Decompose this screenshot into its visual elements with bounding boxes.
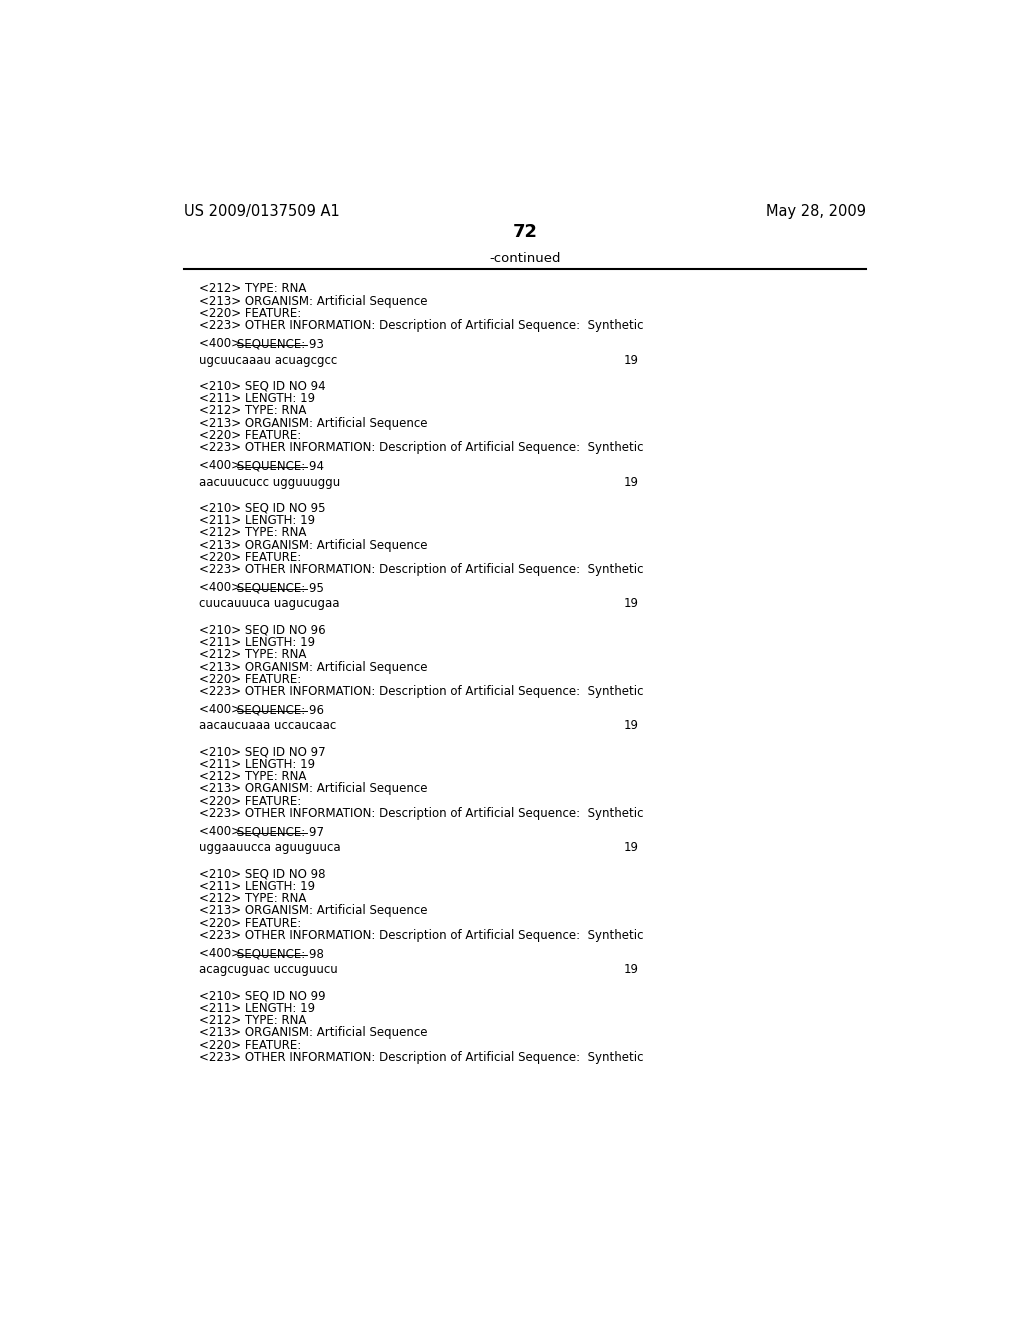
Text: <400>: <400> <box>200 581 245 594</box>
Text: <210> SEQ ID NO 99: <210> SEQ ID NO 99 <box>200 990 326 1003</box>
Text: <211> LENGTH: 19: <211> LENGTH: 19 <box>200 392 315 405</box>
Text: <213> ORGANISM: Artificial Sequence: <213> ORGANISM: Artificial Sequence <box>200 417 428 429</box>
Text: <220> FEATURE:: <220> FEATURE: <box>200 916 302 929</box>
Text: <210> SEQ ID NO 97: <210> SEQ ID NO 97 <box>200 746 326 759</box>
Text: <223> OTHER INFORMATION: Description of Artificial Sequence:  Synthetic: <223> OTHER INFORMATION: Description of … <box>200 807 644 820</box>
Text: <210> SEQ ID NO 96: <210> SEQ ID NO 96 <box>200 624 326 638</box>
Text: SEQUENCE: 98: SEQUENCE: 98 <box>237 948 324 960</box>
Text: <400>: <400> <box>200 825 245 838</box>
Text: <223> OTHER INFORMATION: Description of Artificial Sequence:  Synthetic: <223> OTHER INFORMATION: Description of … <box>200 441 644 454</box>
Text: <211> LENGTH: 19: <211> LENGTH: 19 <box>200 515 315 527</box>
Text: <223> OTHER INFORMATION: Description of Artificial Sequence:  Synthetic: <223> OTHER INFORMATION: Description of … <box>200 685 644 698</box>
Text: <210> SEQ ID NO 95: <210> SEQ ID NO 95 <box>200 502 326 515</box>
Text: May 28, 2009: May 28, 2009 <box>766 205 866 219</box>
Text: <211> LENGTH: 19: <211> LENGTH: 19 <box>200 636 315 649</box>
Text: <220> FEATURE:: <220> FEATURE: <box>200 1039 302 1052</box>
Text: <212> TYPE: RNA: <212> TYPE: RNA <box>200 648 307 661</box>
Text: ugcuucaaau acuagcgcc: ugcuucaaau acuagcgcc <box>200 354 338 367</box>
Text: 72: 72 <box>512 223 538 242</box>
Text: <212> TYPE: RNA: <212> TYPE: RNA <box>200 527 307 540</box>
Text: <220> FEATURE:: <220> FEATURE: <box>200 673 302 685</box>
Text: <212> TYPE: RNA: <212> TYPE: RNA <box>200 404 307 417</box>
Text: <212> TYPE: RNA: <212> TYPE: RNA <box>200 771 307 783</box>
Text: <212> TYPE: RNA: <212> TYPE: RNA <box>200 892 307 906</box>
Text: <211> LENGTH: 19: <211> LENGTH: 19 <box>200 880 315 894</box>
Text: aacaucuaaa uccaucaac: aacaucuaaa uccaucaac <box>200 719 337 733</box>
Text: <223> OTHER INFORMATION: Description of Artificial Sequence:  Synthetic: <223> OTHER INFORMATION: Description of … <box>200 1051 644 1064</box>
Text: cuucauuuca uagucugaa: cuucauuuca uagucugaa <box>200 598 340 610</box>
Text: <213> ORGANISM: Artificial Sequence: <213> ORGANISM: Artificial Sequence <box>200 660 428 673</box>
Text: <223> OTHER INFORMATION: Description of Artificial Sequence:  Synthetic: <223> OTHER INFORMATION: Description of … <box>200 562 644 576</box>
Text: -continued: -continued <box>489 252 560 265</box>
Text: 19: 19 <box>624 598 639 610</box>
Text: 19: 19 <box>624 354 639 367</box>
Text: <213> ORGANISM: Artificial Sequence: <213> ORGANISM: Artificial Sequence <box>200 1027 428 1039</box>
Text: <400>: <400> <box>200 338 245 350</box>
Text: <210> SEQ ID NO 94: <210> SEQ ID NO 94 <box>200 380 326 393</box>
Text: <400>: <400> <box>200 948 245 960</box>
Text: <213> ORGANISM: Artificial Sequence: <213> ORGANISM: Artificial Sequence <box>200 539 428 552</box>
Text: 19: 19 <box>624 841 639 854</box>
Text: <220> FEATURE:: <220> FEATURE: <box>200 550 302 564</box>
Text: <213> ORGANISM: Artificial Sequence: <213> ORGANISM: Artificial Sequence <box>200 294 428 308</box>
Text: <212> TYPE: RNA: <212> TYPE: RNA <box>200 1014 307 1027</box>
Text: SEQUENCE: 95: SEQUENCE: 95 <box>237 581 324 594</box>
Text: <220> FEATURE:: <220> FEATURE: <box>200 306 302 319</box>
Text: <220> FEATURE:: <220> FEATURE: <box>200 795 302 808</box>
Text: <220> FEATURE:: <220> FEATURE: <box>200 429 302 442</box>
Text: SEQUENCE: 96: SEQUENCE: 96 <box>237 704 324 717</box>
Text: <210> SEQ ID NO 98: <210> SEQ ID NO 98 <box>200 867 326 880</box>
Text: SEQUENCE: 97: SEQUENCE: 97 <box>237 825 324 838</box>
Text: acagcuguac uccuguucu: acagcuguac uccuguucu <box>200 964 338 977</box>
Text: SEQUENCE: 94: SEQUENCE: 94 <box>237 459 324 473</box>
Text: <211> LENGTH: 19: <211> LENGTH: 19 <box>200 758 315 771</box>
Text: <400>: <400> <box>200 459 245 473</box>
Text: <223> OTHER INFORMATION: Description of Artificial Sequence:  Synthetic: <223> OTHER INFORMATION: Description of … <box>200 929 644 942</box>
Text: <213> ORGANISM: Artificial Sequence: <213> ORGANISM: Artificial Sequence <box>200 904 428 917</box>
Text: US 2009/0137509 A1: US 2009/0137509 A1 <box>183 205 339 219</box>
Text: 19: 19 <box>624 719 639 733</box>
Text: 19: 19 <box>624 475 639 488</box>
Text: SEQUENCE: 93: SEQUENCE: 93 <box>237 338 324 350</box>
Text: <212> TYPE: RNA: <212> TYPE: RNA <box>200 282 307 296</box>
Text: aacuuucucc ugguuuggu: aacuuucucc ugguuuggu <box>200 475 341 488</box>
Text: <400>: <400> <box>200 704 245 717</box>
Text: uggaauucca aguuguuca: uggaauucca aguuguuca <box>200 841 341 854</box>
Text: <223> OTHER INFORMATION: Description of Artificial Sequence:  Synthetic: <223> OTHER INFORMATION: Description of … <box>200 319 644 333</box>
Text: <213> ORGANISM: Artificial Sequence: <213> ORGANISM: Artificial Sequence <box>200 783 428 796</box>
Text: <211> LENGTH: 19: <211> LENGTH: 19 <box>200 1002 315 1015</box>
Text: 19: 19 <box>624 964 639 977</box>
